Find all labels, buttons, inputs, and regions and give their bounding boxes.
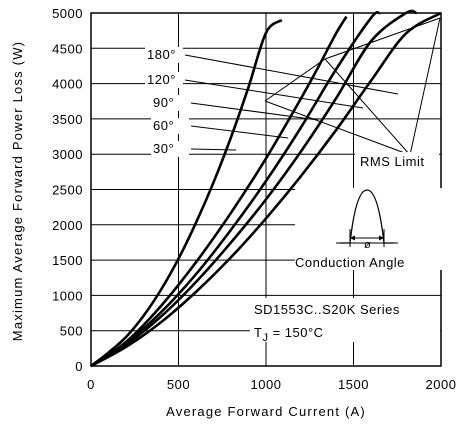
series-labels: 180° 120° 90° 60° 30° xyxy=(145,47,189,157)
series-label: 30° xyxy=(153,141,174,156)
y-tick-label: 5000 xyxy=(52,6,83,21)
y-tick-label: 1500 xyxy=(52,253,83,268)
tj-value: = 150°C xyxy=(268,325,323,340)
series-line xyxy=(90,18,283,368)
label-leader-lines xyxy=(184,17,441,156)
rms-limit-leader xyxy=(324,58,411,156)
label-bg xyxy=(145,47,183,63)
junction-temp-label: TJ = 150°C xyxy=(254,325,324,344)
series-label: 90° xyxy=(153,95,174,110)
label-bg xyxy=(151,95,189,111)
y-tick-label: 2000 xyxy=(52,218,83,233)
x-tick-label: 1000 xyxy=(251,377,282,392)
tj-subscript: J xyxy=(262,332,268,344)
rms-limit-label-bg xyxy=(355,152,439,170)
arrow-head-right xyxy=(379,235,384,241)
x-axis-ticks: 0 500 1000 1500 2000 xyxy=(87,377,456,392)
label-leader xyxy=(190,148,237,151)
y-axis-label: Maximum Average Forward Power Loss (W) xyxy=(10,41,25,341)
x-axis-label: Average Forward Current (A) xyxy=(166,404,366,419)
y-tick-label: 1000 xyxy=(52,288,83,303)
series-name-label: SD1553C..S20K Series xyxy=(254,302,400,317)
y-axis-ticks: 0 500 1000 1500 2000 2500 3000 3500 4000 4500 5000 xyxy=(52,6,83,374)
y-tick-label: 4000 xyxy=(52,77,83,92)
series-line xyxy=(90,11,442,368)
x-tick-label: 500 xyxy=(167,377,190,392)
y-tick-label: 3500 xyxy=(52,112,83,127)
label-bg xyxy=(151,141,189,157)
series-info-bg xyxy=(250,298,440,342)
rms-limit-leader xyxy=(409,17,441,156)
inset-bg xyxy=(295,188,443,270)
rms-limit-label: RMS Limit xyxy=(360,154,424,169)
conduction-angle-inset: ø Conduction Angle xyxy=(295,188,443,270)
series-line xyxy=(90,15,348,368)
series-label: 120° xyxy=(147,72,176,87)
x-tick-label: 1500 xyxy=(338,377,369,392)
y-tick-label: 500 xyxy=(60,324,83,339)
series-label: 60° xyxy=(153,118,174,133)
y-tick-label: 2500 xyxy=(52,183,83,198)
arrow-head-left xyxy=(350,235,355,241)
label-bg xyxy=(151,118,189,134)
series-line xyxy=(90,9,417,368)
series-line xyxy=(90,10,381,368)
y-tick-label: 0 xyxy=(75,359,83,374)
tj-symbol: T xyxy=(254,325,262,340)
label-bg xyxy=(145,72,183,88)
x-tick-label: 2000 xyxy=(426,377,457,392)
y-tick-label: 3000 xyxy=(52,147,83,162)
rms-limit-leader xyxy=(264,100,411,156)
series-lines xyxy=(90,9,442,368)
x-tick-label: 0 xyxy=(87,377,95,392)
series-label: 180° xyxy=(147,47,176,62)
phi-symbol: ø xyxy=(364,239,371,251)
label-leader xyxy=(190,102,319,121)
y-tick-label: 4500 xyxy=(52,41,83,56)
rms-limit-line xyxy=(264,17,441,102)
conduction-angle-label: Conduction Angle xyxy=(295,255,405,270)
label-leader xyxy=(190,125,289,139)
conduction-waveform xyxy=(340,189,394,244)
label-leader xyxy=(184,54,399,95)
label-leader xyxy=(184,79,364,109)
